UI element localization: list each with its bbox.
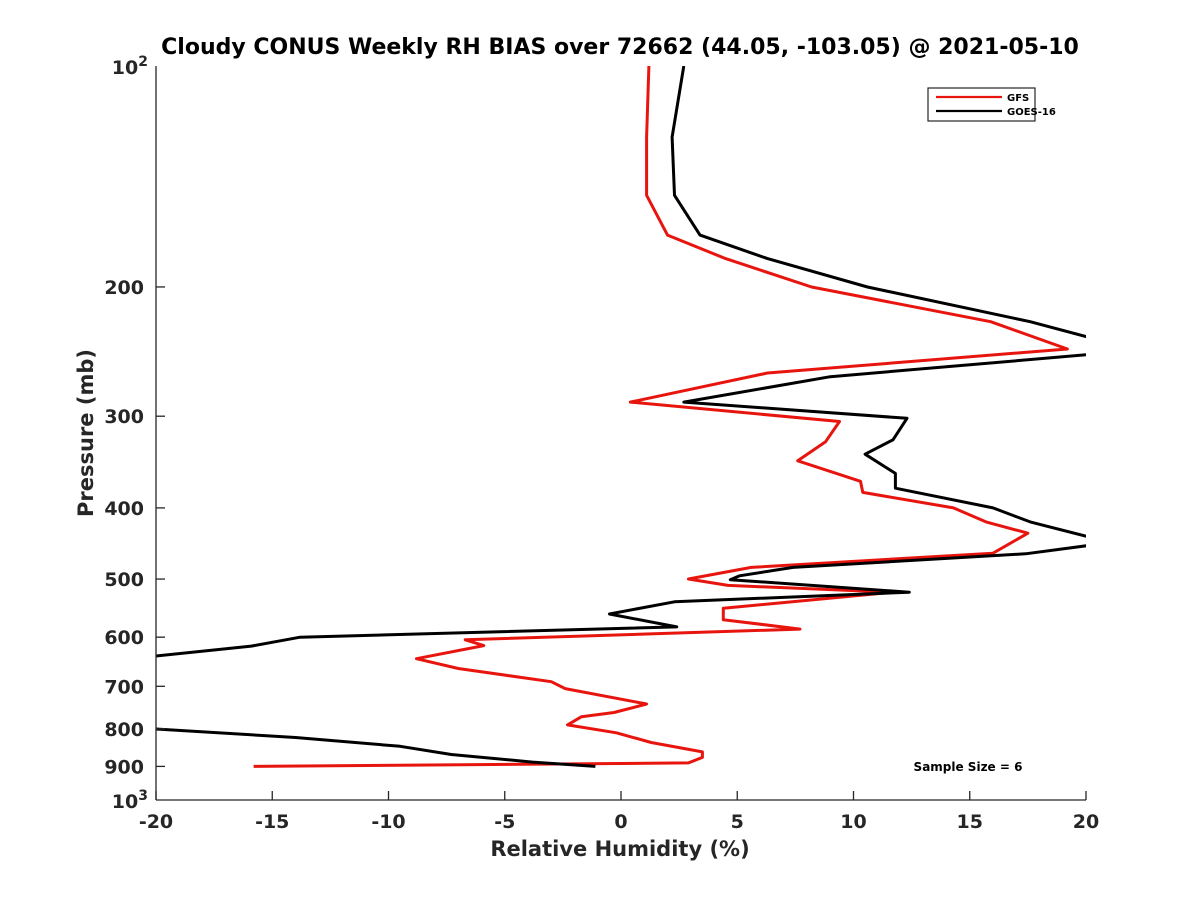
y-tick-label: 400: [104, 498, 144, 520]
y-tick-label: 700: [104, 676, 144, 698]
x-tick-label: -15: [255, 811, 289, 833]
legend: GFS GOES-16: [927, 87, 1056, 122]
y-axis-label: Pressure (mb): [74, 349, 98, 517]
x-tick-label: 15: [957, 811, 983, 833]
series-line-goes16: [156, 66, 1086, 768]
x-tick-label: -20: [139, 811, 173, 833]
y-tick-label: 500: [104, 569, 144, 591]
x-tick-label: 10: [840, 811, 866, 833]
x-tick-label: 0: [614, 811, 627, 833]
chart-title: Cloudy CONUS Weekly RH BIAS over 72662 (…: [161, 35, 1079, 60]
y-decade-label: 103: [112, 788, 148, 813]
legend-label-gfs: GFS: [1007, 93, 1029, 104]
legend-label-goes16: GOES-16: [1007, 107, 1056, 118]
x-tick-label: -10: [371, 811, 405, 833]
x-tick-label: -5: [494, 811, 515, 833]
x-tick-label: 20: [1073, 811, 1099, 833]
series-layer: [156, 66, 1086, 768]
series-line-gfs: [253, 66, 1069, 768]
y-tick-label: 900: [104, 756, 144, 778]
y-tick-label: 300: [104, 406, 144, 428]
axes-layer: -20 -15 -10 -5 0 5 10 15 20 200 300 400 500 600 700 800…: [104, 54, 1099, 833]
legend-box: [927, 87, 1036, 122]
x-tick-label: 5: [731, 811, 744, 833]
sample-size-annotation: Sample Size = 6: [914, 760, 1023, 774]
y-tick-label: 600: [104, 627, 144, 649]
y-decade-label: 102: [112, 54, 148, 79]
x-axis-label: Relative Humidity (%): [490, 837, 749, 861]
y-tick-label: 200: [104, 277, 144, 299]
y-tick-label: 800: [104, 719, 144, 741]
